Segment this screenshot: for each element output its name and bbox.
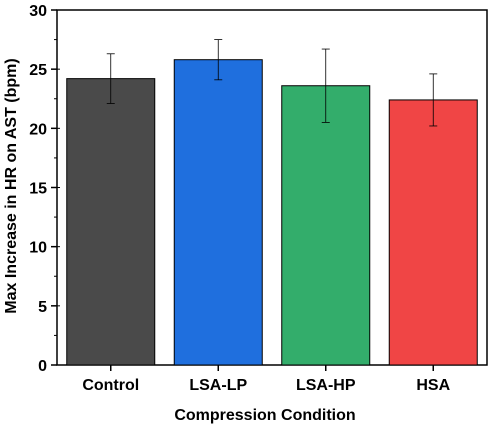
y-tick-label: 25 bbox=[29, 62, 47, 79]
y-tick-label: 0 bbox=[38, 358, 47, 375]
bar-lsa-lp bbox=[173, 59, 263, 366]
y-tick-label: 10 bbox=[29, 240, 47, 257]
y-axis-title: Max Increase in HR on AST (bpm) bbox=[3, 58, 20, 313]
x-tick-label: LSA-LP bbox=[189, 377, 247, 394]
x-tick-label: Control bbox=[82, 377, 139, 394]
bar-control bbox=[66, 78, 156, 366]
bar-lsa-hp bbox=[281, 85, 371, 366]
y-tick-label: 5 bbox=[38, 299, 47, 316]
x-axis-title: Compression Condition bbox=[174, 407, 355, 424]
y-tick-label: 30 bbox=[29, 3, 47, 20]
y-tick-label: 20 bbox=[29, 121, 47, 138]
bar-hsa bbox=[388, 99, 478, 366]
y-tick-label: 15 bbox=[29, 181, 47, 198]
x-tick-label: LSA-HP bbox=[296, 377, 356, 394]
plot-area: 0 5 10 15 20 25 30 Control LSA-LP LSA-HP HSA bbox=[29, 3, 488, 394]
x-tick-label: HSA bbox=[416, 377, 450, 394]
